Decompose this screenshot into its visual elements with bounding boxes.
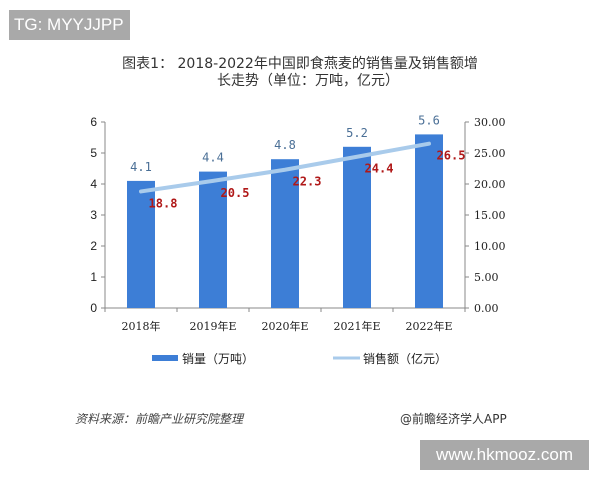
left-tick-label: 0 [90, 301, 97, 315]
left-tick-label: 1 [90, 270, 97, 284]
right-tick-label: 25.00 [474, 147, 506, 160]
x-axis-ticks: 2018年 2019年E 2020年E 2021年E 2022年E [104, 308, 466, 333]
bar [343, 146, 371, 308]
line-value-label: 26.5 [437, 149, 466, 163]
right-tick-label: 30.00 [474, 116, 506, 129]
line-series [139, 141, 431, 194]
right-tick-label: 10.00 [474, 240, 506, 253]
left-tick-label: 2 [90, 239, 97, 253]
source-note: 资料来源：前瞻产业研究院整理 [75, 412, 244, 426]
bar [199, 171, 227, 308]
watermark-url: www.hkmooz.com [420, 440, 589, 470]
watermark-tg: TG: MYYJJPP [9, 10, 130, 40]
bar-value-label: 5.2 [346, 126, 368, 140]
line-value-label: 24.4 [365, 162, 394, 176]
chart-title-line2: 长走势（单位：万吨，亿元） [217, 73, 399, 89]
bar-series [127, 134, 443, 308]
x-tick-label: 2018年 [122, 319, 161, 333]
right-tick-label: 5.00 [474, 271, 499, 284]
right-tick-label: 0.00 [474, 302, 499, 315]
legend-line-label: 销售额（亿元） [363, 351, 447, 366]
right-tick-label: 20.00 [474, 178, 506, 191]
chart-title-line1: 图表1： 2018-2022年中国即食燕麦的销售量及销售额增 [122, 56, 478, 72]
left-axis-ticks: 0 1 2 3 4 5 6 [90, 115, 105, 315]
x-tick-label: 2020年E [261, 319, 308, 333]
line-value-label: 18.8 [149, 196, 178, 210]
left-tick-label: 3 [90, 208, 97, 222]
left-tick-label: 6 [90, 115, 97, 129]
legend: 销量（万吨） 销售额（亿元） [152, 351, 447, 366]
sales-line [139, 141, 431, 194]
left-tick-label: 5 [90, 146, 97, 160]
x-tick-label: 2019年E [189, 319, 236, 333]
bar-value-label: 4.4 [202, 151, 224, 165]
x-tick-label: 2022年E [405, 319, 452, 333]
line-value-label: 20.5 [221, 186, 250, 200]
bar-value-label: 5.6 [418, 113, 440, 127]
x-tick-label: 2021年E [333, 319, 380, 333]
right-axis-ticks: 0.00 5.00 10.00 15.00 20.00 25.00 30.00 [465, 116, 506, 315]
line-value-label: 22.3 [293, 175, 322, 189]
bar-value-label: 4.8 [274, 138, 296, 152]
bar-value-label: 4.1 [130, 160, 152, 174]
data-labels: 4.1 4.4 4.8 5.2 5.6 18.8 20.5 22.3 24.4 26.5 [130, 113, 465, 210]
legend-bar-swatch [152, 355, 178, 361]
bar [271, 159, 299, 308]
bar [415, 134, 443, 308]
brand-credit: @前瞻经济学人APP [400, 412, 507, 426]
bar [127, 180, 155, 308]
legend-bar-label: 销量（万吨） [182, 352, 254, 366]
left-tick-label: 4 [90, 177, 97, 191]
right-tick-label: 15.00 [474, 209, 506, 222]
